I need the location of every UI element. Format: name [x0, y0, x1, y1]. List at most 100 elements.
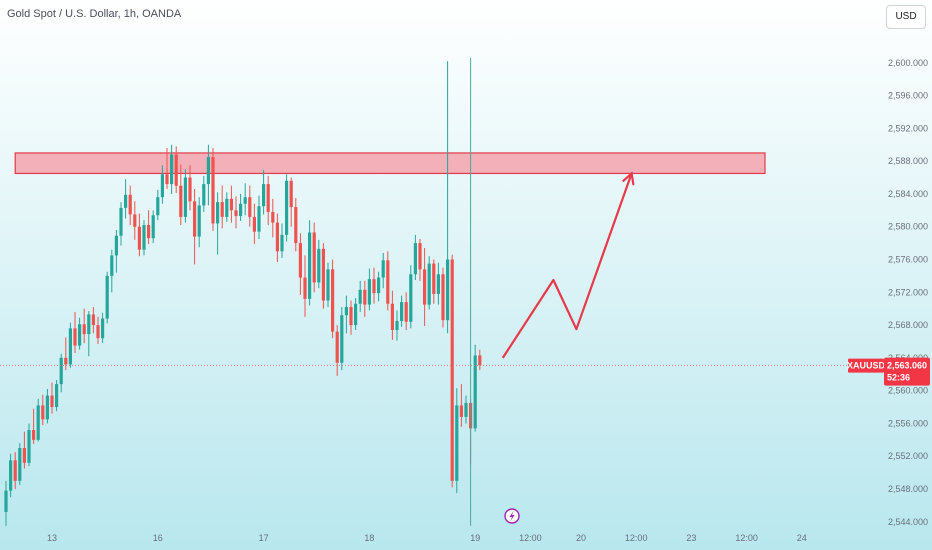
- candle-body: [133, 214, 137, 227]
- candle-body: [50, 395, 54, 408]
- y-tick-label: 2,596.000: [888, 91, 928, 101]
- candle-body: [404, 302, 408, 322]
- candle-body: [174, 154, 178, 186]
- y-tick-label: 2,576.000: [888, 255, 928, 265]
- resistance-zone[interactable]: [14, 152, 766, 175]
- y-tick-label: 2,572.000: [888, 287, 928, 297]
- candle-body: [110, 255, 114, 276]
- candle-body: [22, 448, 26, 463]
- candle-body: [400, 302, 404, 321]
- projection-arrow-head: [622, 171, 635, 186]
- y-tick-label: 2,560.000: [888, 386, 928, 396]
- y-axis: 2,600.000 2,596.000 2,592.000 2,588.000 2,58…: [888, 58, 928, 527]
- price-tag-value: 2,563.060: [887, 361, 927, 371]
- candle-body: [13, 460, 17, 481]
- symbol-tag-bg: [848, 358, 884, 373]
- y-tick-label: 2,584.000: [888, 189, 928, 199]
- candle-body: [478, 355, 482, 366]
- x-tick-label: 12:00: [625, 533, 648, 543]
- candle-body: [114, 235, 118, 256]
- y-tick-label: 2,568.000: [888, 320, 928, 330]
- x-tick-label: 20: [576, 533, 586, 543]
- candle-body: [137, 226, 141, 250]
- candle-body: [262, 184, 266, 207]
- candle-body: [179, 185, 183, 217]
- candle-body: [331, 269, 335, 332]
- y-tick-label: 2,580.000: [888, 222, 928, 232]
- symbol-tag-label: XAUUSD: [847, 361, 886, 371]
- candle-body: [124, 194, 128, 208]
- candle-body: [59, 357, 63, 385]
- candle-body: [294, 207, 298, 244]
- candle-body: [308, 232, 312, 299]
- candle-body: [317, 248, 321, 283]
- candle-body: [239, 203, 243, 217]
- candle-body: [248, 197, 252, 217]
- candle-body: [160, 174, 164, 198]
- candles: [4, 61, 482, 526]
- candle-body: [18, 448, 22, 481]
- y-tick-label: 2,552.000: [888, 451, 928, 461]
- candle-body: [303, 277, 307, 299]
- candle-body: [436, 274, 440, 294]
- candle-body: [349, 307, 353, 326]
- candle-body: [395, 320, 399, 330]
- candle-body: [151, 215, 155, 239]
- candle-body: [280, 234, 284, 252]
- candle-body: [211, 157, 215, 224]
- candle-body: [390, 303, 394, 330]
- candle-body: [381, 260, 385, 278]
- candle-body: [229, 198, 233, 211]
- candle-body: [266, 184, 270, 212]
- x-axis: 13 16 17 18 19 12:00 20 12:00 23 12:00 24: [47, 533, 807, 543]
- candle-body: [188, 177, 192, 202]
- candle-body: [202, 184, 206, 206]
- candle-body: [335, 331, 339, 363]
- candle-body: [326, 269, 330, 301]
- candle-body: [312, 232, 316, 283]
- candle-body: [27, 430, 31, 463]
- candle-body: [55, 384, 59, 408]
- candle-body: [183, 177, 187, 217]
- x-tick-label: 16: [153, 533, 163, 543]
- candle-body: [275, 222, 279, 252]
- candle-body: [105, 275, 109, 319]
- candle-body: [119, 207, 123, 236]
- candle-body: [285, 180, 289, 235]
- candle-body: [147, 225, 151, 239]
- candle-body: [386, 260, 390, 304]
- candle-body: [271, 211, 275, 223]
- candle-body: [252, 216, 256, 232]
- x-tick-label: 17: [259, 533, 269, 543]
- candle-body: [165, 174, 169, 185]
- x-tick-label: 18: [364, 533, 374, 543]
- candle-body: [9, 460, 13, 491]
- candle-body: [87, 314, 91, 335]
- candle-body: [234, 210, 238, 217]
- candle-body: [298, 243, 302, 278]
- x-tick-label: 13: [47, 533, 57, 543]
- y-tick-label: 2,544.000: [888, 517, 928, 527]
- candle-body: [156, 197, 160, 216]
- candle-body: [372, 279, 376, 294]
- candle-body: [418, 243, 422, 270]
- candle-body: [82, 324, 86, 335]
- candle-body: [354, 303, 358, 326]
- x-tick-label: 24: [797, 533, 807, 543]
- currency-selector[interactable]: USD: [886, 5, 926, 29]
- y-tick-label: 2,548.000: [888, 484, 928, 494]
- candle-body: [101, 318, 105, 339]
- y-tick-label: 2,592.000: [888, 123, 928, 133]
- candle-body: [464, 402, 468, 417]
- candle-body: [220, 202, 224, 217]
- y-tick-label: 2,556.000: [888, 418, 928, 428]
- candle-body: [225, 198, 229, 217]
- candle-body: [4, 490, 8, 512]
- candle-body: [257, 206, 261, 232]
- candle-body: [128, 194, 132, 215]
- candle-body: [193, 201, 197, 237]
- resistance-zone-rect: [14, 152, 766, 175]
- candle-body: [73, 328, 77, 346]
